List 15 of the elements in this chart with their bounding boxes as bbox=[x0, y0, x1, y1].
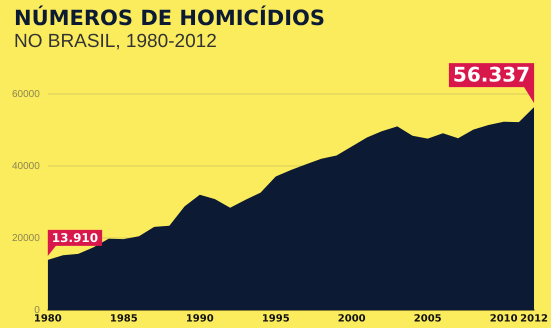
data-label: 56.337 bbox=[452, 62, 530, 86]
x-tick-label: 2000 bbox=[338, 314, 366, 325]
data-label: 13.910 bbox=[52, 231, 98, 246]
x-tick-label: 1990 bbox=[186, 314, 214, 325]
x-tick-label: 1995 bbox=[262, 314, 290, 325]
y-tick-label: 60000 bbox=[12, 88, 40, 100]
x-tick-label: 2005 bbox=[414, 314, 442, 325]
chart-title: NÚMEROS DE HOMICÍDIOS bbox=[14, 6, 326, 30]
x-tick-label: 2012 bbox=[520, 314, 548, 325]
y-tick-label: 40000 bbox=[12, 160, 40, 172]
x-tick-label: 2010 bbox=[490, 314, 518, 325]
chart-subtitle: NO BRASIL, 1980-2012 bbox=[14, 30, 218, 54]
x-tick-label: 1985 bbox=[110, 314, 138, 325]
x-tick-label: 1980 bbox=[34, 314, 62, 325]
y-tick-label: 20000 bbox=[12, 232, 40, 244]
